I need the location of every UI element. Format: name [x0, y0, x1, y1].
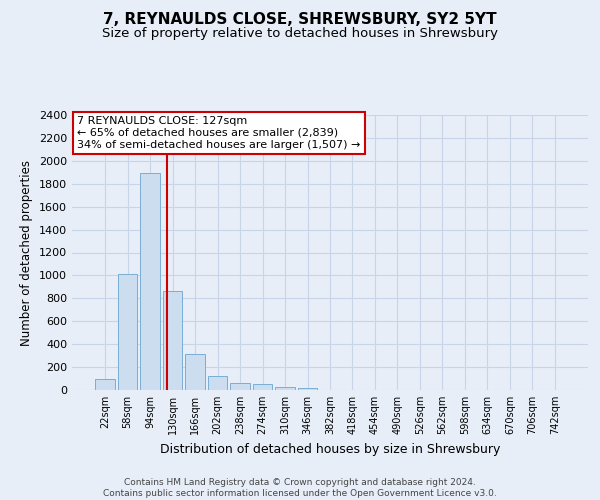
Bar — [275, 386, 295, 390]
Text: 7, REYNAULDS CLOSE, SHREWSBURY, SY2 5YT: 7, REYNAULDS CLOSE, SHREWSBURY, SY2 5YT — [103, 12, 497, 28]
Bar — [140, 174, 160, 390]
Bar — [163, 292, 182, 390]
Bar — [95, 379, 115, 390]
Text: 7 REYNAULDS CLOSE: 127sqm
← 65% of detached houses are smaller (2,839)
34% of se: 7 REYNAULDS CLOSE: 127sqm ← 65% of detac… — [77, 116, 361, 150]
Text: Contains HM Land Registry data © Crown copyright and database right 2024.
Contai: Contains HM Land Registry data © Crown c… — [103, 478, 497, 498]
Y-axis label: Number of detached properties: Number of detached properties — [20, 160, 34, 346]
Text: Size of property relative to detached houses in Shrewsbury: Size of property relative to detached ho… — [102, 28, 498, 40]
Bar — [118, 274, 137, 390]
Bar — [230, 383, 250, 390]
Bar — [298, 388, 317, 390]
Bar — [208, 376, 227, 390]
Bar — [185, 354, 205, 390]
Bar — [253, 384, 272, 390]
X-axis label: Distribution of detached houses by size in Shrewsbury: Distribution of detached houses by size … — [160, 442, 500, 456]
